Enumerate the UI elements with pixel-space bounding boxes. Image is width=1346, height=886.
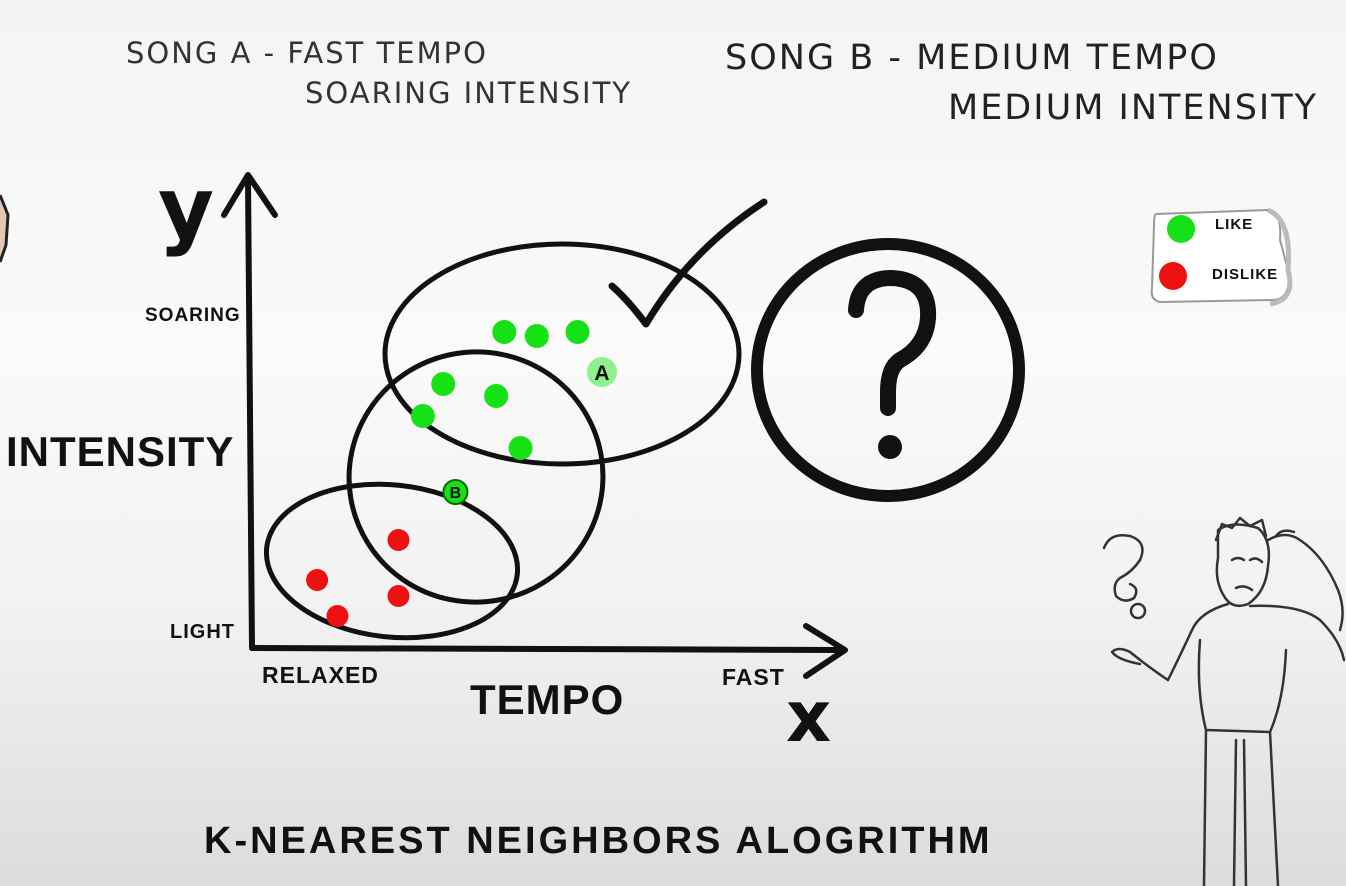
neighborhoods bbox=[263, 241, 742, 641]
x-axis-line bbox=[249, 645, 845, 653]
y-axis-symbol: y bbox=[158, 159, 215, 259]
legend-dislike-label: DISLIKE bbox=[1212, 266, 1279, 283]
legend-dislike-marker bbox=[1159, 262, 1187, 290]
dislike-point-0 bbox=[387, 529, 410, 551]
query-point-a bbox=[586, 357, 617, 387]
x-axis-symbol: x bbox=[786, 676, 832, 758]
left-edge-figure bbox=[0, 194, 10, 263]
song-b-line1: SONG B - MEDIUM TEMPO bbox=[725, 38, 1219, 78]
like-point-2 bbox=[565, 320, 590, 344]
like-point-6 bbox=[508, 436, 533, 460]
question-circle-icon bbox=[751, 238, 1025, 502]
like-point-4 bbox=[484, 384, 509, 408]
y-axis-top-label: SOARING bbox=[145, 305, 241, 326]
like-point-5 bbox=[410, 404, 435, 428]
x-axis-arrow bbox=[803, 623, 848, 679]
cluster-ellipse-c bbox=[263, 481, 521, 641]
song-a-line1: SONG A - FAST TEMPO bbox=[126, 36, 488, 70]
dislike-point-3 bbox=[326, 605, 349, 627]
query-point-b bbox=[442, 479, 469, 505]
legend-like-label: LIKE bbox=[1215, 216, 1254, 233]
query-label-a: A bbox=[594, 362, 609, 385]
like-point-3 bbox=[431, 372, 456, 396]
cluster-ellipse-a bbox=[382, 241, 742, 467]
y-axis-line bbox=[245, 177, 255, 651]
song-b-line2: MEDIUM INTENSITY bbox=[948, 88, 1319, 128]
data-points: AB bbox=[306, 320, 617, 627]
axes bbox=[221, 172, 848, 679]
like-point-1 bbox=[524, 324, 549, 348]
y-axis-title: INTENSITY bbox=[6, 428, 235, 475]
x-axis-left-label: RELAXED bbox=[262, 662, 379, 688]
dislike-point-2 bbox=[387, 585, 410, 607]
song-a-line2: SOARING INTENSITY bbox=[305, 76, 633, 110]
x-axis-right-label: FAST bbox=[722, 664, 785, 690]
like-point-0 bbox=[492, 320, 517, 344]
check-icon bbox=[608, 198, 768, 328]
confused-person-illustration bbox=[1102, 516, 1346, 886]
y-axis-bottom-label: LIGHT bbox=[170, 621, 235, 643]
footer-title: K-NEAREST NEIGHBORS ALOGRITHM bbox=[204, 820, 993, 862]
x-axis-title: TEMPO bbox=[470, 676, 625, 723]
dislike-point-1 bbox=[306, 569, 329, 591]
legend-like-marker bbox=[1167, 215, 1195, 243]
cluster-ellipse-b bbox=[346, 349, 606, 605]
y-axis-arrow bbox=[221, 172, 278, 218]
query-label-b: B bbox=[450, 485, 462, 502]
